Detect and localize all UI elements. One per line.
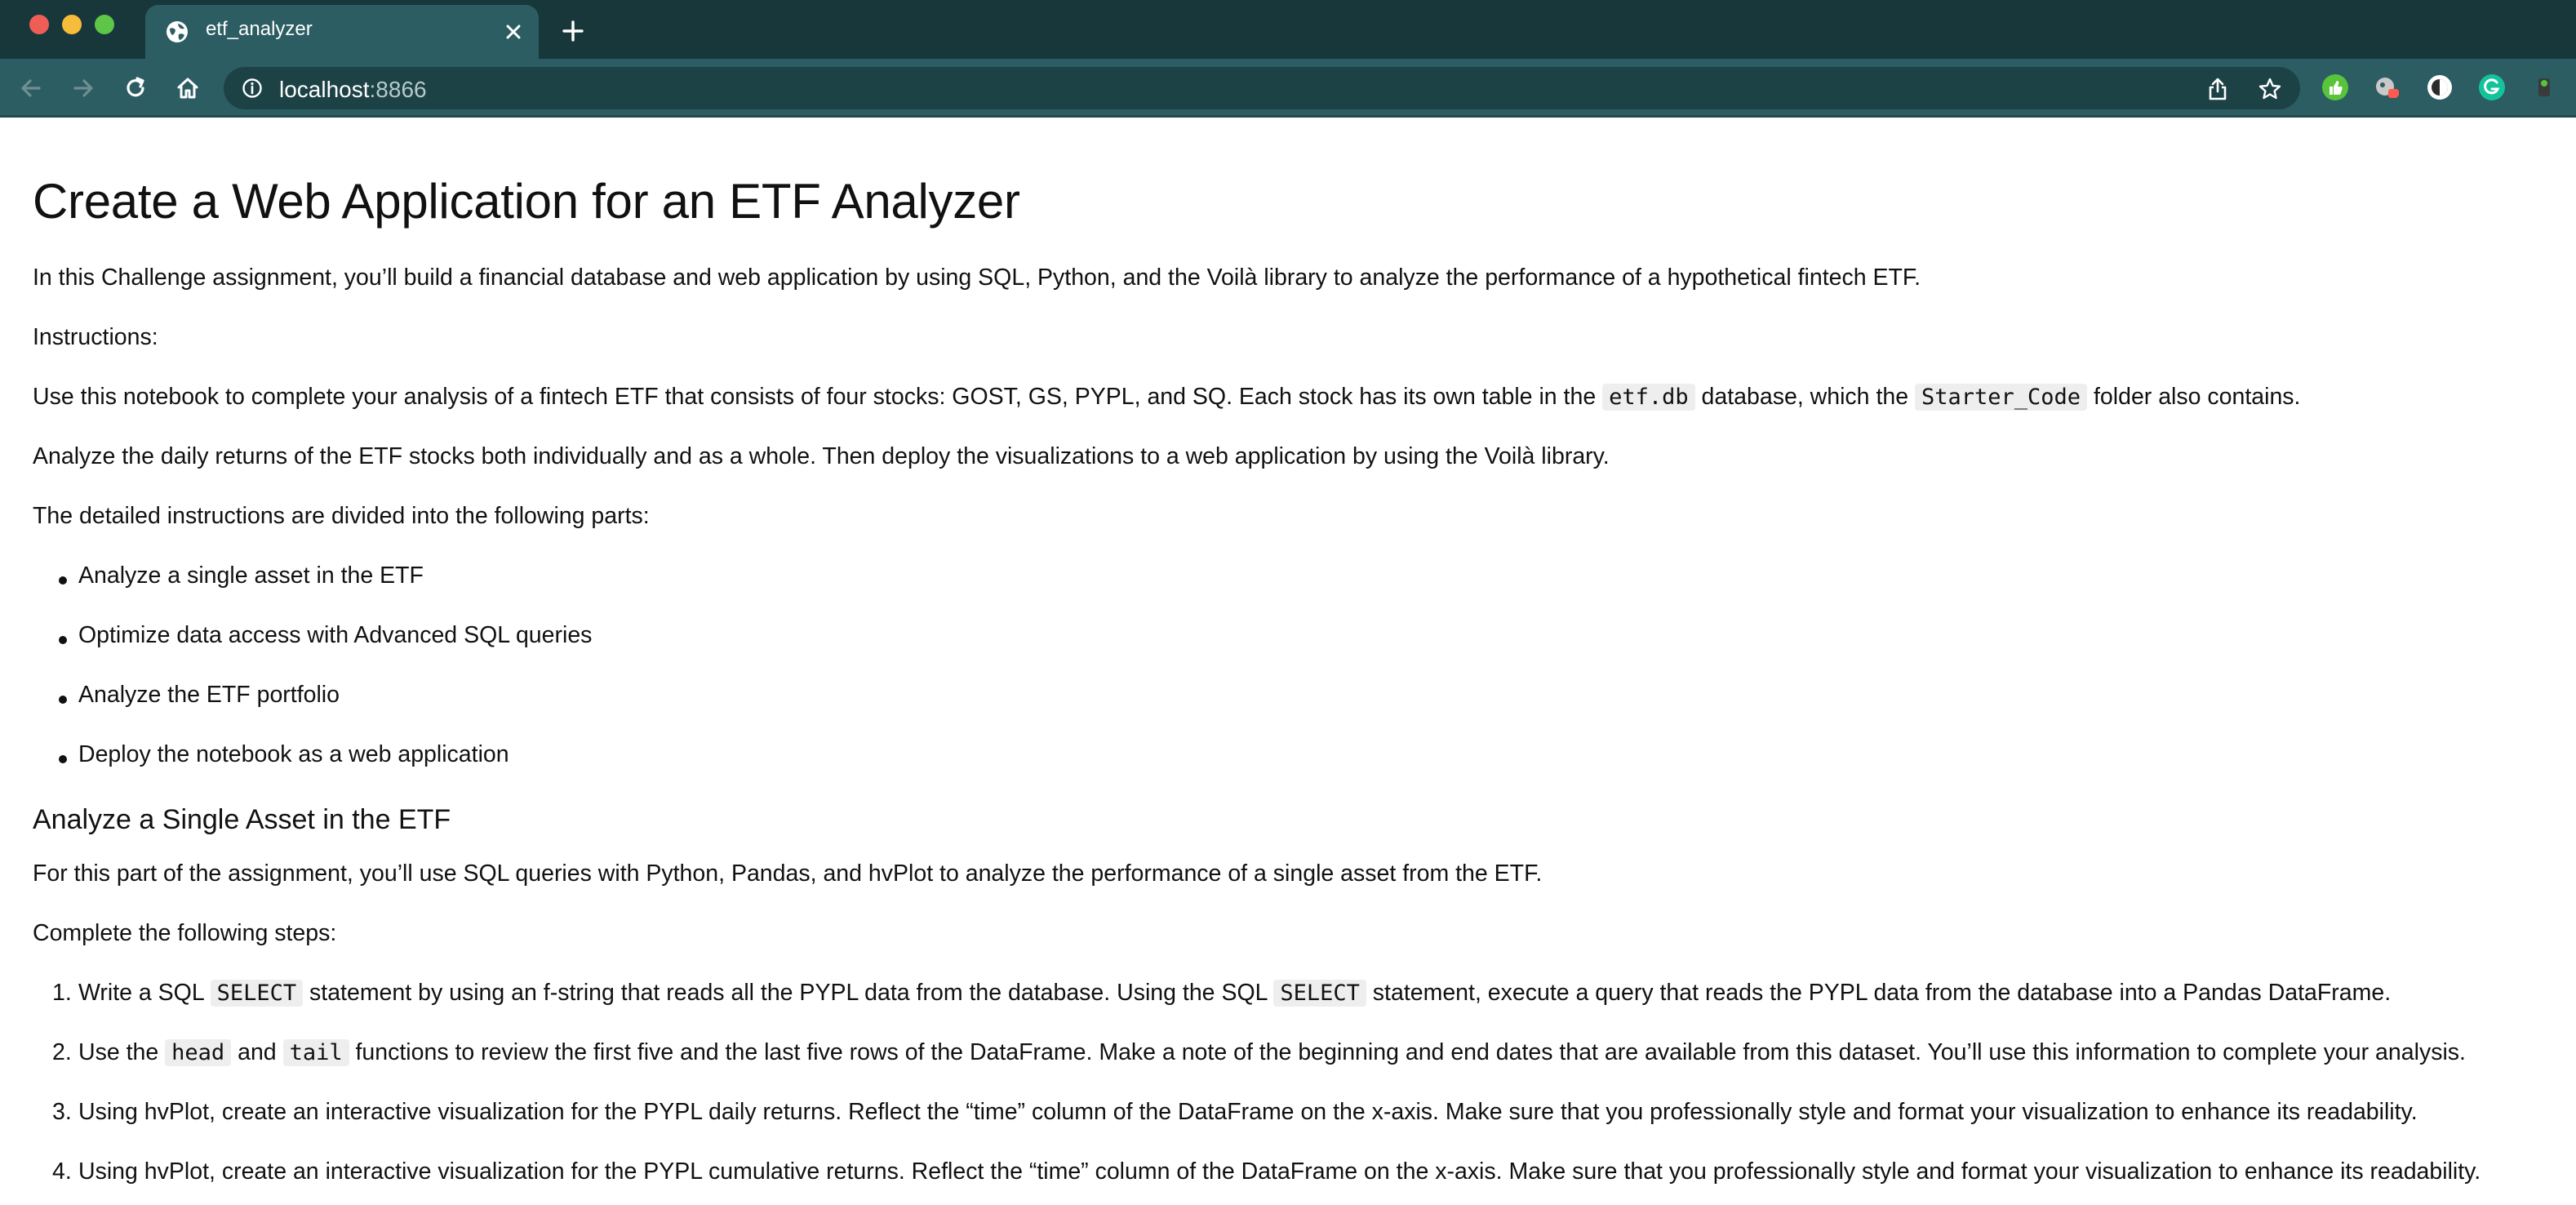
step-number: 1. (52, 980, 72, 1006)
inline-code: tail (282, 1039, 349, 1066)
address-bar[interactable]: localhost:8866 (224, 67, 2300, 109)
parts-intro: The detailed instructions are divided in… (33, 503, 650, 529)
browser-titlebar: etf_analyzer (0, 0, 2576, 59)
thumbs-up-extension-icon[interactable] (2321, 73, 2349, 101)
inline-code: head (165, 1039, 232, 1066)
section-intro-paragraph: For this part of the assignment, you’ll … (33, 860, 1543, 887)
step-item: Use the head and tail functions to revie… (78, 1039, 2466, 1066)
new-tab-icon[interactable] (560, 18, 586, 44)
extension-icon[interactable] (2374, 73, 2401, 101)
list-item: Deploy the notebook as a web application (78, 741, 509, 767)
list-bullet (59, 636, 67, 644)
site-info-icon[interactable] (242, 78, 263, 99)
etf-description-paragraph: Use this notebook to complete your analy… (33, 384, 2301, 411)
maximize-window-button[interactable] (95, 15, 114, 34)
forward-arrow-icon[interactable] (69, 73, 98, 103)
close-window-button[interactable] (29, 15, 49, 34)
inline-code: SELECT (1273, 980, 1366, 1007)
inline-code: SELECT (210, 980, 304, 1007)
globe-icon (167, 21, 188, 42)
step-number: 3. (52, 1099, 72, 1125)
extension-icon[interactable] (2530, 73, 2558, 101)
home-icon[interactable] (173, 73, 202, 103)
page-title: Create a Web Application for an ETF Anal… (33, 174, 1020, 229)
extension-icon[interactable] (2426, 73, 2454, 101)
section-heading: Analyze a Single Asset in the ETF (33, 804, 451, 835)
inline-code: etf.db (1602, 384, 1695, 411)
url-text: localhost:8866 (279, 77, 427, 102)
list-item: Analyze a single asset in the ETF (78, 562, 424, 589)
step-number: 2. (52, 1039, 72, 1065)
step-item: Using hvPlot, create an interactive visu… (78, 1099, 2418, 1125)
browser-tab[interactable]: etf_analyzer (145, 5, 539, 59)
reload-icon[interactable] (121, 73, 150, 103)
browser-toolbar: localhost:8866 (0, 59, 2576, 118)
step-item: Using hvPlot, create an interactive visu… (78, 1158, 2481, 1185)
bookmark-star-icon[interactable] (2258, 77, 2282, 101)
minimize-window-button[interactable] (62, 15, 82, 34)
list-bullet (59, 696, 67, 704)
back-arrow-icon[interactable] (16, 73, 46, 103)
list-item: Analyze the ETF portfolio (78, 682, 340, 708)
list-bullet (59, 576, 67, 585)
tab-title: etf_analyzer (206, 18, 313, 40)
analyze-paragraph: Analyze the daily returns of the ETF sto… (33, 443, 1610, 469)
step-item: Write a SQL SELECT statement by using an… (78, 980, 2392, 1007)
list-item: Optimize data access with Advanced SQL q… (78, 622, 593, 648)
list-bullet (59, 755, 67, 763)
close-tab-icon[interactable] (503, 21, 524, 42)
steps-label: Complete the following steps: (33, 920, 337, 946)
step-number: 4. (52, 1158, 72, 1185)
intro-paragraph: In this Challenge assignment, you’ll bui… (33, 265, 1921, 291)
inline-code: Starter_Code (1915, 384, 2088, 411)
share-icon[interactable] (2205, 77, 2230, 101)
grammarly-icon[interactable] (2478, 73, 2506, 101)
instructions-label: Instructions: (33, 324, 158, 350)
